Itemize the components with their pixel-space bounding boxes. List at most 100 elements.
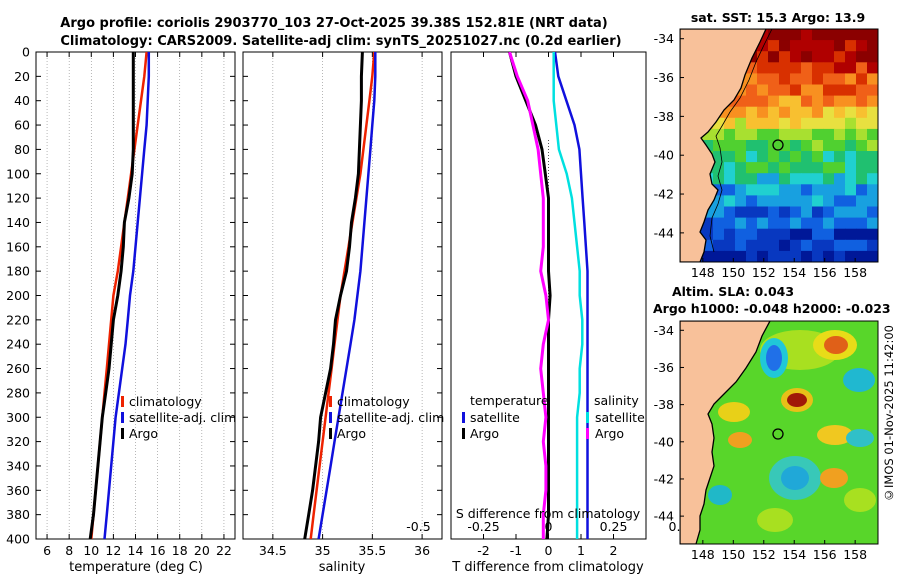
series-line-argo-t-diff	[508, 52, 552, 539]
sst-cell	[845, 151, 857, 163]
sst-cell	[823, 73, 835, 85]
sst-cell	[757, 128, 769, 141]
sst-cell	[746, 128, 758, 141]
sst-cell	[845, 206, 857, 219]
sst-cell	[757, 195, 769, 207]
sst-cell	[768, 239, 780, 252]
sst-cell	[779, 29, 791, 41]
sst-cell	[801, 184, 813, 196]
sst-cell	[790, 40, 802, 52]
sst-cell	[834, 228, 846, 241]
x-tick-label: 22	[216, 543, 232, 558]
sst-cell	[746, 117, 758, 130]
x-tick-label: 14	[128, 543, 144, 558]
sst-cell	[757, 106, 769, 119]
lat-tick-label: -34	[654, 323, 674, 338]
land-mass-2	[680, 321, 771, 544]
sst-cell	[834, 239, 846, 252]
sst-cell	[779, 173, 791, 185]
sst-cell	[724, 217, 736, 230]
sst-cell	[845, 51, 857, 63]
sst-cell	[779, 217, 791, 230]
sst-cell	[757, 250, 769, 262]
sst-cell	[746, 184, 758, 196]
sst-cell	[812, 140, 824, 152]
sst-cell	[746, 140, 758, 152]
lon-tick-label: 158	[843, 265, 867, 280]
sst-cell	[856, 73, 868, 85]
salinity-xlabel: salinity	[319, 560, 366, 575]
sst-cell	[856, 40, 868, 52]
sst-cell	[779, 162, 791, 174]
sla-map-title: Altim. SLA: 0.043	[672, 284, 794, 299]
sst-cell	[801, 62, 813, 74]
sst-cell	[834, 62, 846, 74]
sst-cell	[779, 195, 791, 207]
depth-tick-label: 140	[6, 215, 30, 230]
s-diff-tick-label: -0.5	[406, 519, 430, 534]
sst-cell	[867, 151, 878, 163]
sst-cell	[757, 62, 769, 74]
sst-cell	[779, 151, 791, 163]
sst-map-lat-labels: -34 -36 -38 -40 -42 -44	[654, 31, 684, 240]
sst-cell	[834, 151, 846, 163]
sst-cell	[724, 239, 736, 252]
legend-swatch	[462, 412, 465, 423]
x-tick-label: 1	[577, 543, 585, 558]
x-tick-label: 35	[315, 543, 331, 558]
sst-cell	[735, 206, 747, 219]
sst-cell	[867, 173, 878, 185]
x-tick-label: 36	[414, 543, 430, 558]
sst-cell	[812, 117, 824, 130]
sst-cell	[735, 250, 747, 262]
sst-cell	[834, 128, 846, 141]
lon-tick-label: 150	[721, 265, 745, 280]
sst-cell	[779, 51, 791, 63]
sst-cell	[790, 195, 802, 207]
legend-swatch	[329, 396, 332, 407]
sst-cell	[790, 173, 802, 185]
sst-cell	[757, 95, 769, 108]
sst-cell	[713, 239, 725, 252]
sst-cell	[757, 162, 769, 174]
legend-title-temperature: temperature	[470, 393, 549, 408]
x-tick-label: -1	[510, 543, 522, 558]
sst-cell	[845, 184, 857, 196]
sst-cell	[779, 239, 791, 252]
sst-cell	[702, 128, 714, 141]
sst-cell	[768, 184, 780, 196]
sla-map-subtitle: Argo h1000: -0.048 h2000: -0.023	[653, 301, 891, 316]
sst-cell	[823, 95, 835, 108]
sst-cell	[790, 162, 802, 174]
sst-cell	[801, 40, 813, 52]
sst-cell	[823, 195, 835, 207]
sst-cell	[823, 250, 835, 262]
depth-tick-label: 360	[6, 483, 30, 498]
sst-cell	[801, 206, 813, 219]
x-tick-label: 20	[194, 543, 210, 558]
sst-cell	[702, 239, 714, 252]
depth-tick-label: 0	[22, 45, 30, 60]
sst-cell	[823, 84, 835, 97]
sst-cell	[768, 62, 780, 74]
sst-cell	[746, 162, 758, 174]
sst-cell	[757, 140, 769, 152]
salinity-series	[303, 52, 377, 539]
sst-cell	[845, 173, 857, 185]
sst-cell	[757, 51, 769, 63]
sst-cell	[856, 162, 868, 174]
sst-cell	[746, 84, 758, 97]
lat-tick-label: -38	[654, 397, 674, 412]
x-tick-label: 2	[610, 543, 618, 558]
lat-tick-label: -34	[654, 31, 674, 46]
sst-cell	[845, 239, 857, 252]
sst-cell	[724, 117, 736, 130]
sst-cell	[746, 95, 758, 108]
sst-cell	[768, 206, 780, 219]
sst-cell	[746, 62, 758, 74]
sst-cell	[735, 84, 747, 97]
sst-cell	[779, 184, 791, 196]
legend-label: satellite	[470, 410, 520, 425]
sst-cell	[779, 84, 791, 97]
sst-cell	[801, 195, 813, 207]
